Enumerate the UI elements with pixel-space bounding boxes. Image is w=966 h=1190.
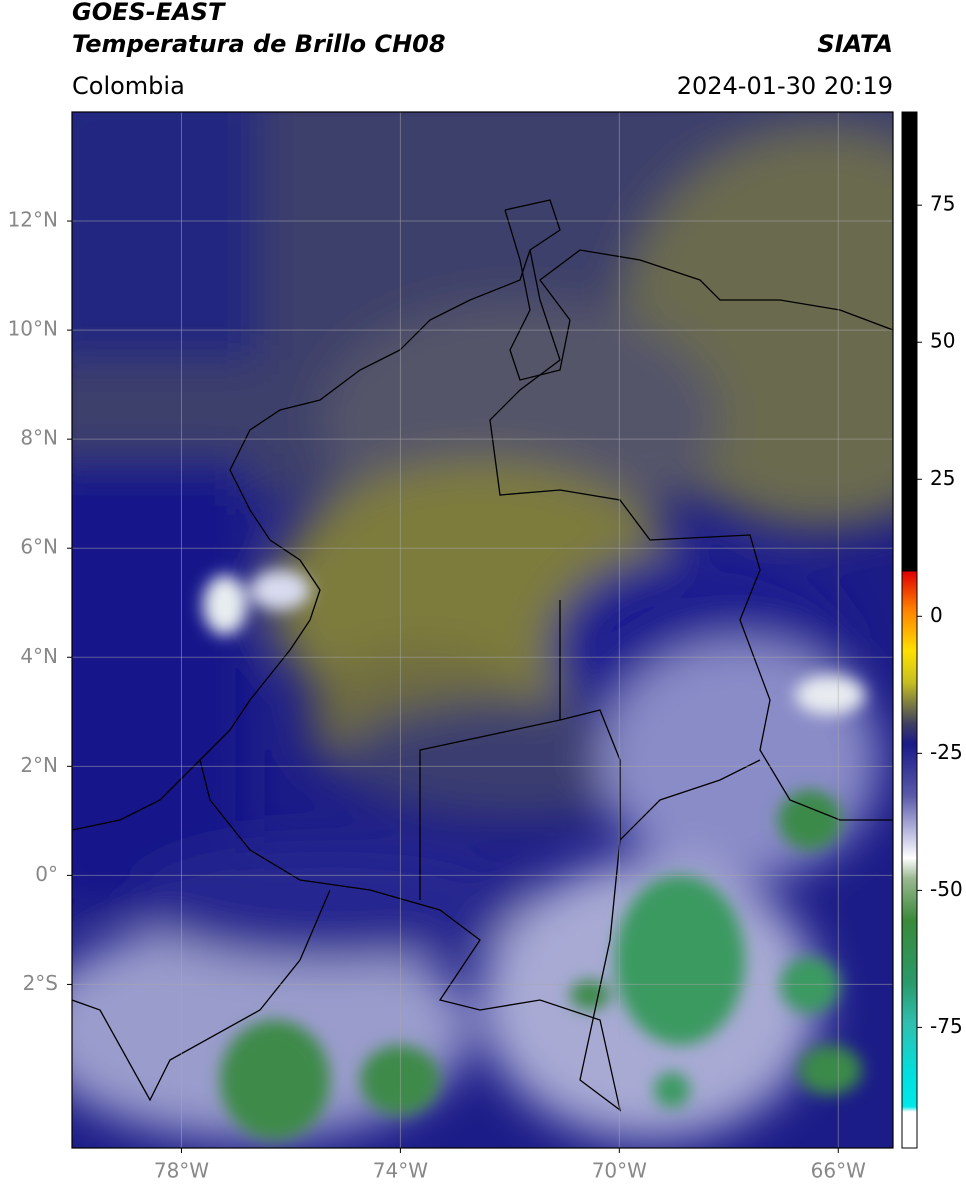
x-tick-label: 70°W [592, 1159, 647, 1183]
colorbar-tick-label: -25 [930, 740, 963, 764]
x-tick-label: 66°W [811, 1159, 866, 1183]
satellite-image [72, 112, 893, 1148]
y-tick-label: 10°N [8, 317, 58, 341]
colorbar-tick-label: 75 [930, 192, 955, 216]
y-tick-label: 8°N [20, 426, 58, 450]
grid [72, 112, 893, 1148]
y-tick-label: 6°N [20, 535, 58, 559]
source: SIATA [817, 30, 893, 58]
colorbar-tick-label: -50 [930, 877, 963, 901]
datetime: 2024-01-30 20:19 [677, 72, 893, 100]
colorbar-tick-label: 50 [930, 329, 955, 353]
y-tick-label: 0° [35, 862, 58, 886]
colorbar [901, 111, 918, 1149]
x-tick-label: 74°W [373, 1159, 428, 1183]
colorbar-tick-label: 0 [930, 603, 943, 627]
x-tick-label: 78°W [154, 1159, 209, 1183]
y-tick-label: 4°N [20, 644, 58, 668]
y-tick-label: 2°N [20, 753, 58, 777]
map-frame [71, 111, 894, 1149]
colorbar-tick-label: 25 [930, 466, 955, 490]
region: Colombia [72, 72, 185, 100]
subtitle: Temperatura de Brillo CH08 [72, 30, 446, 58]
colorbar-tick-label: -75 [930, 1014, 963, 1038]
y-tick-label: 12°N [8, 208, 58, 232]
y-tick-label: 2°S [23, 971, 58, 995]
title: GOES-EAST [72, 0, 226, 26]
